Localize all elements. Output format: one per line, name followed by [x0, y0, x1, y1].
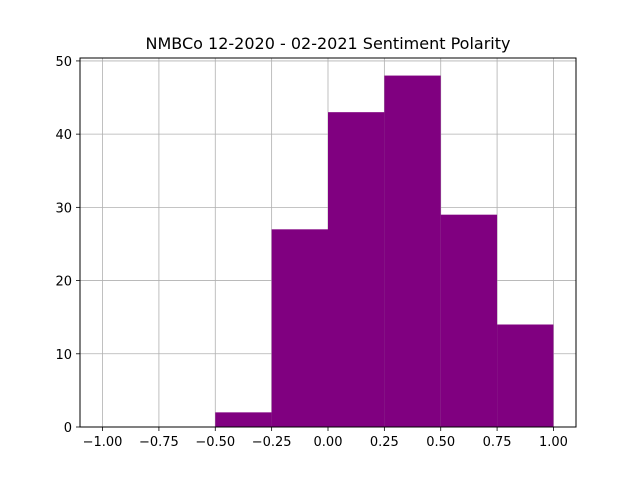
y-tick-label: 20	[55, 275, 72, 290]
y-axis-ticks: 0 10 20 30 40 50	[55, 55, 80, 436]
histogram-bar	[271, 229, 328, 427]
x-tick-label: −0.25	[252, 435, 292, 450]
y-tick-label: 10	[55, 348, 72, 363]
histogram-bar	[497, 324, 554, 427]
y-tick-label: 50	[55, 55, 72, 70]
y-tick-label: 40	[55, 128, 72, 143]
x-tick-label: 0.50	[426, 435, 455, 450]
histogram-bar	[440, 214, 498, 427]
x-tick-label: −0.75	[139, 435, 179, 450]
chart-title: NMBCo 12-2020 - 02-2021 Sentiment Polari…	[146, 34, 511, 53]
bar-layer	[215, 75, 554, 428]
x-axis-ticks: −1.00 −0.75 −0.50 −0.25 0.00 0.25 0.50 0.75 1.00	[83, 427, 568, 450]
y-tick-label: 0	[64, 421, 72, 436]
x-tick-label: 0.00	[314, 435, 343, 450]
x-tick-label: 0.25	[370, 435, 399, 450]
histogram-bar	[215, 412, 272, 427]
x-tick-label: 0.75	[483, 435, 512, 450]
y-tick-label: 30	[55, 201, 72, 216]
x-tick-label: −1.00	[83, 435, 123, 450]
x-tick-label: −0.50	[195, 435, 235, 450]
x-tick-label: 1.00	[539, 435, 568, 450]
histogram-bar	[328, 112, 385, 427]
histogram-bar	[384, 75, 441, 428]
